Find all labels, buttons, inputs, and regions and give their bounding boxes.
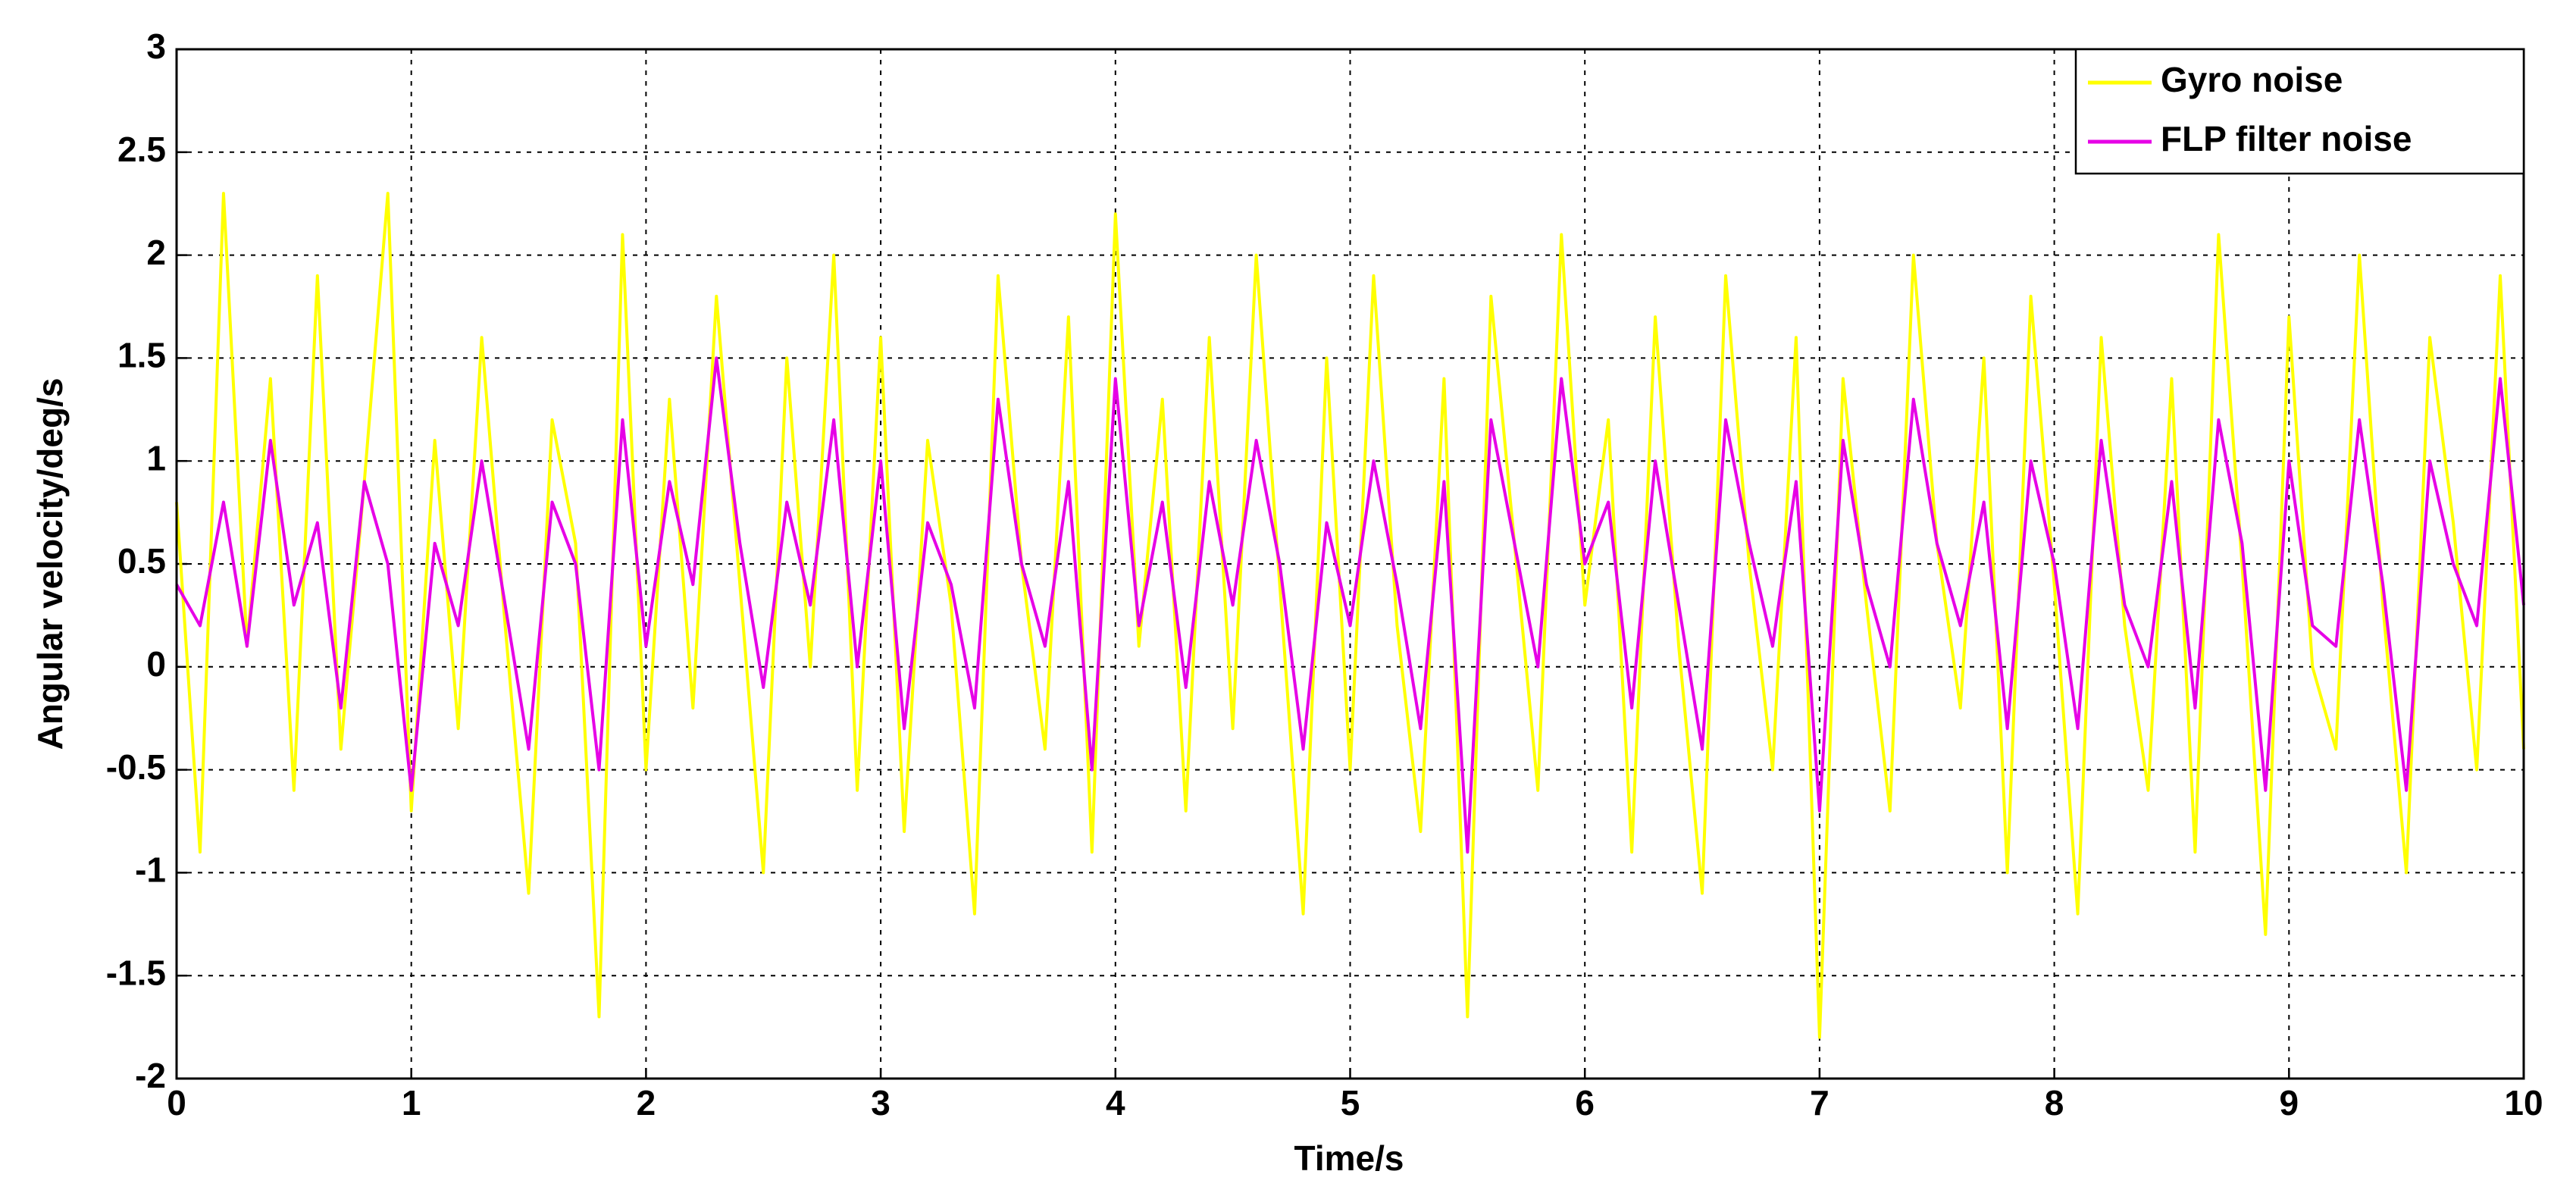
y-tick-label: -0.5	[106, 747, 166, 787]
series-line	[175, 356, 2525, 854]
x-tick-label: 9	[2280, 1083, 2299, 1123]
x-tick-label: 0	[167, 1083, 186, 1123]
y-tick-label: 0.5	[117, 541, 166, 581]
x-axis-label: Time/s	[1294, 1138, 1404, 1178]
y-tick-label: 1.5	[117, 336, 166, 375]
x-tick-label: 10	[2504, 1083, 2543, 1123]
x-tick-label: 3	[871, 1083, 890, 1123]
legend-label: Gyro noise	[2161, 60, 2343, 99]
y-tick-label: 2.5	[117, 130, 166, 169]
x-tick-label: 5	[1341, 1083, 1360, 1123]
y-tick-label: -1.5	[106, 953, 166, 992]
x-tick-label: 2	[637, 1083, 656, 1123]
y-axis-label: Angular velocity/deg/s	[30, 378, 70, 750]
y-tick-label: 0	[146, 644, 166, 684]
y-tick-label: 2	[146, 233, 166, 272]
x-tick-label: 8	[2045, 1083, 2064, 1123]
x-tick-label: 4	[1106, 1083, 1125, 1123]
x-tick-label: 7	[1810, 1083, 1829, 1123]
y-tick-label: 3	[146, 27, 166, 66]
y-tick-label: 1	[146, 438, 166, 478]
legend-box	[2074, 48, 2525, 175]
series-line	[175, 192, 2525, 1039]
plot-frame	[175, 48, 2525, 1080]
x-tick-label: 1	[402, 1083, 421, 1123]
x-tick-label: 6	[1575, 1083, 1595, 1123]
y-tick-label: -1	[135, 850, 166, 890]
y-tick-label: -2	[135, 1056, 166, 1095]
legend-label: FLP filter noise	[2161, 119, 2412, 158]
